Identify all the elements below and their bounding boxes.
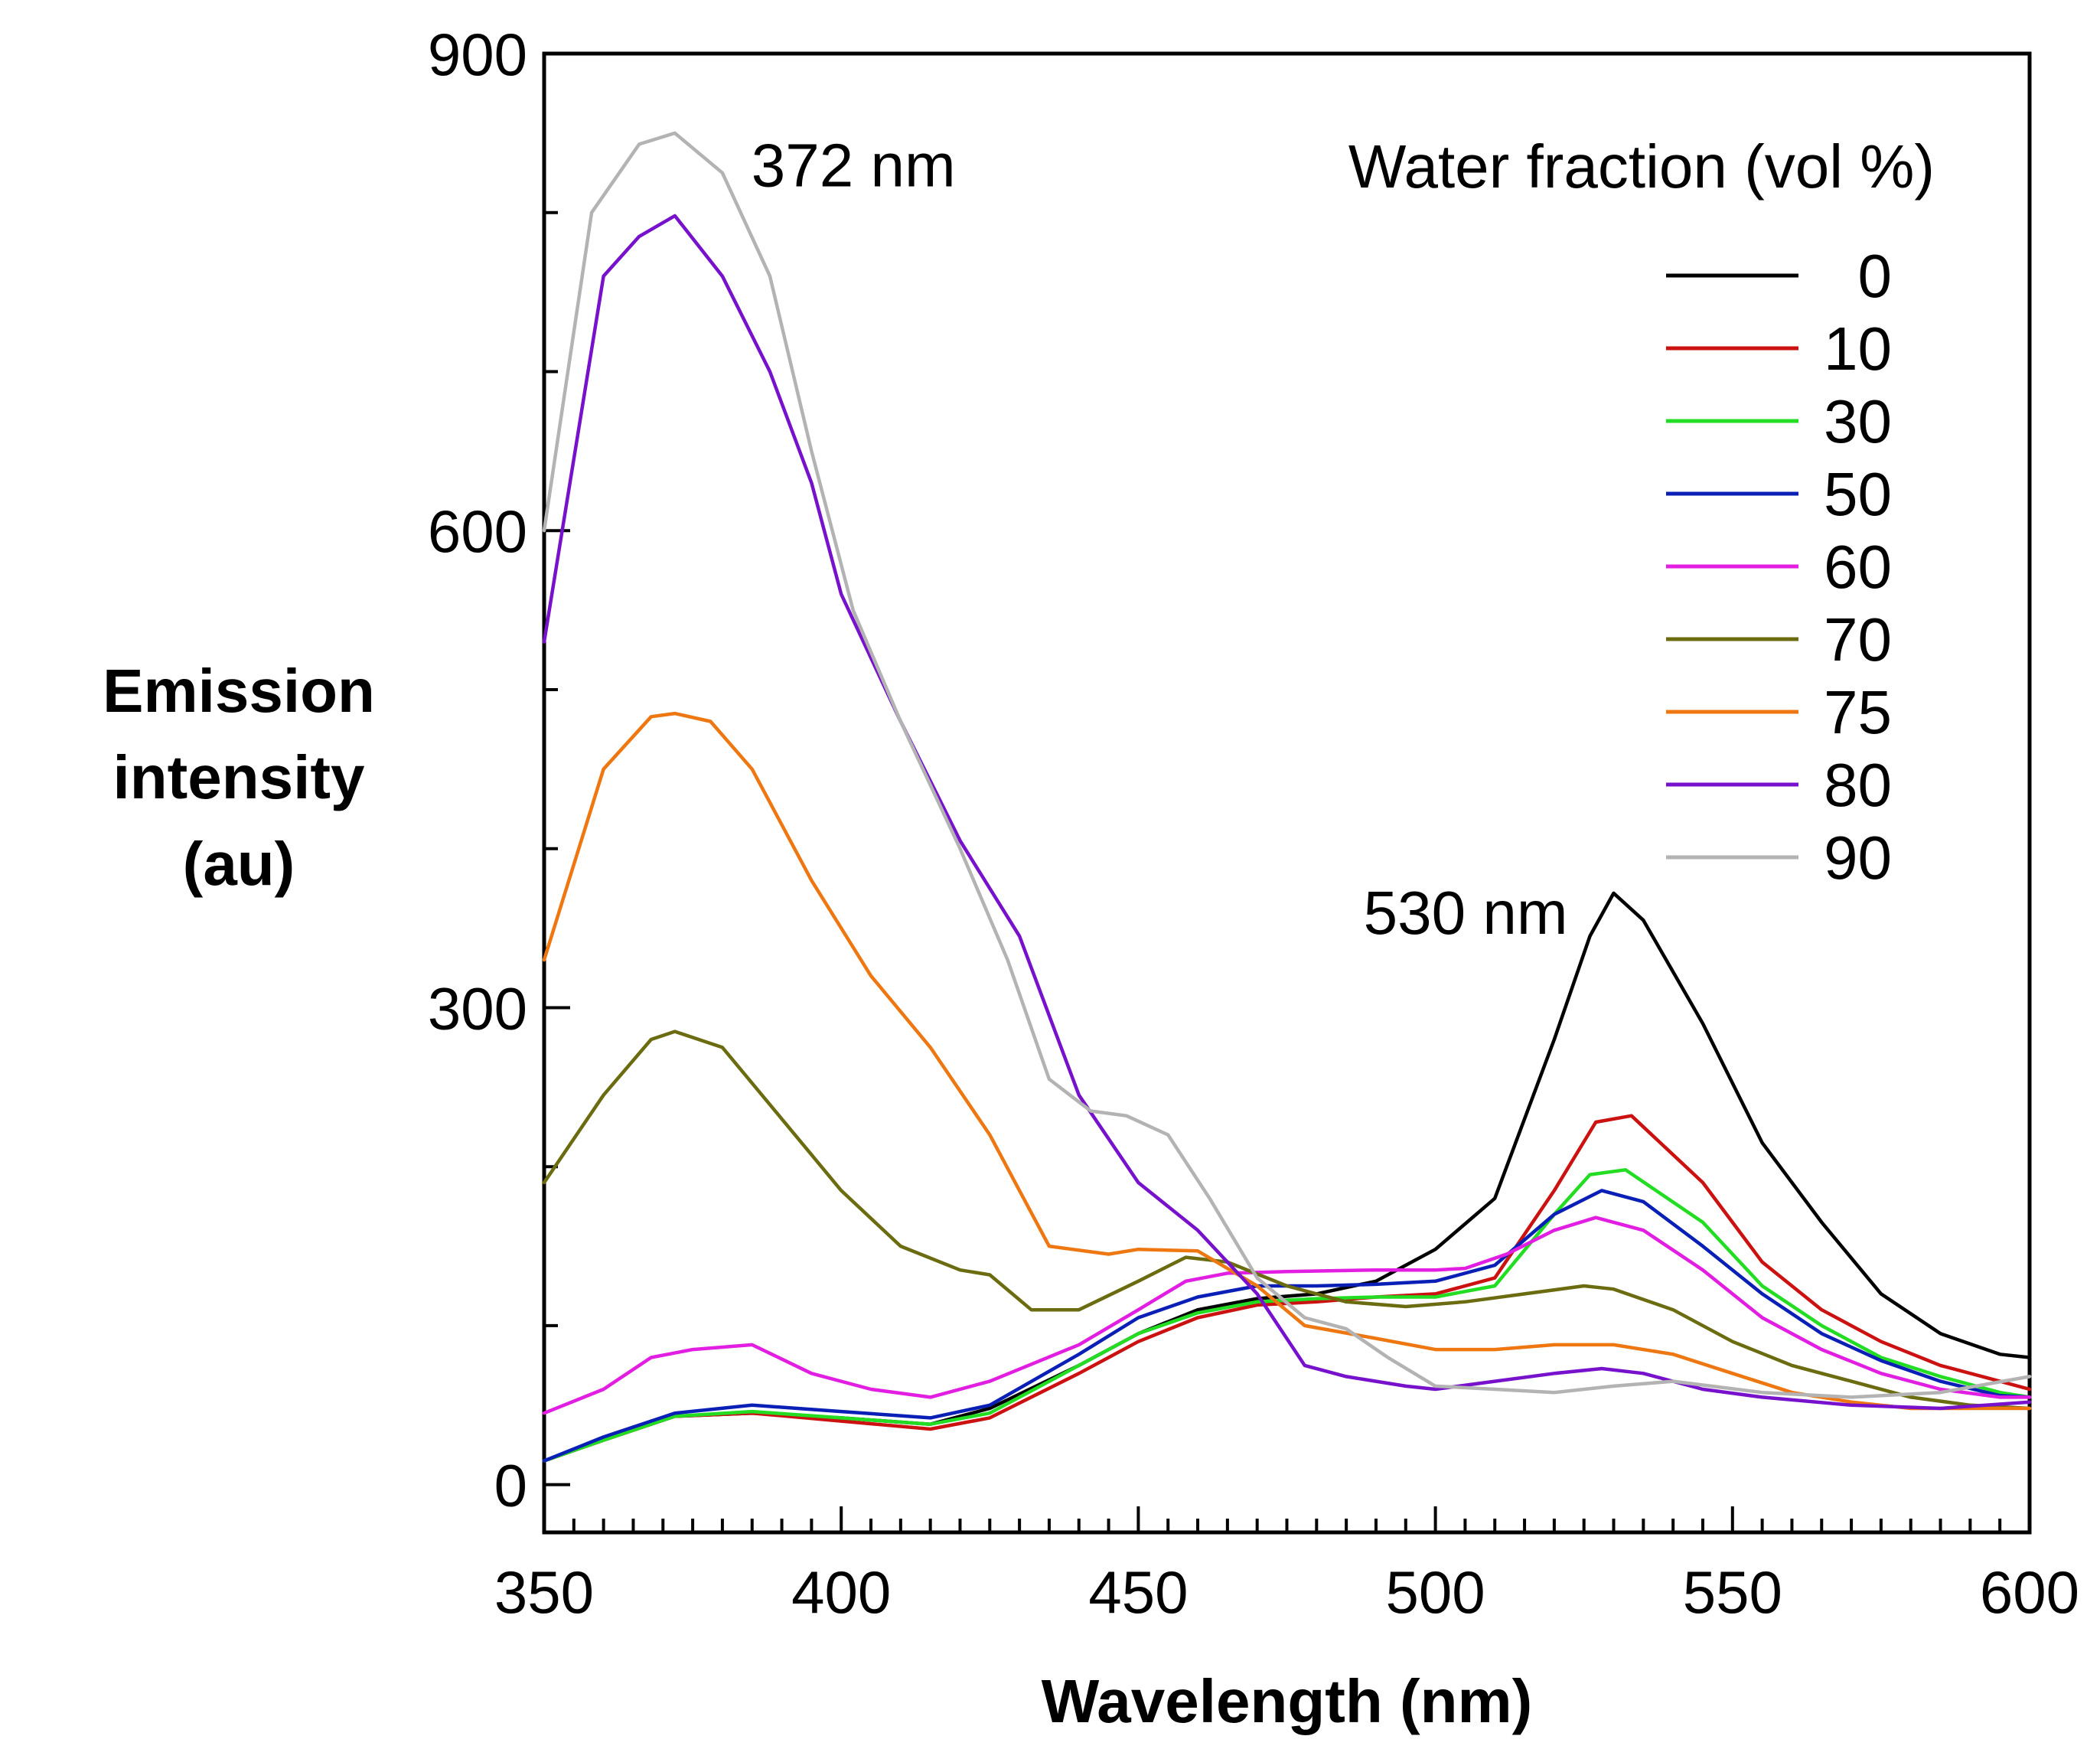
- series-line-0: [542, 891, 2032, 1463]
- series-line-10: [542, 1114, 2032, 1463]
- y-axis-title-line: (au): [183, 830, 295, 898]
- legend-label: 50: [1824, 460, 1892, 528]
- series-line-30: [542, 1168, 2032, 1463]
- legend-label: 60: [1824, 533, 1892, 601]
- y-tick-label: 0: [494, 1452, 527, 1519]
- series-line-60: [542, 1215, 2032, 1415]
- y-tick-label: 600: [428, 498, 527, 565]
- legend-label: 0: [1858, 242, 1893, 310]
- x-tick-label: 550: [1683, 1558, 1782, 1626]
- x-tick-label: 500: [1386, 1558, 1485, 1626]
- legend-label: 70: [1824, 605, 1892, 674]
- peak-annotation: 372 nm: [752, 131, 956, 199]
- axes: [542, 51, 2032, 1535]
- annotations: 372 nm 530 nm: [752, 131, 1568, 946]
- x-tick-label: 400: [791, 1558, 891, 1626]
- series-line-90: [542, 131, 2032, 1399]
- legend-label: 30: [1824, 387, 1892, 455]
- series-line-50: [542, 1189, 2032, 1463]
- x-axis-title: Wavelength (nm): [1042, 1667, 1532, 1735]
- legend-label: 80: [1824, 751, 1892, 819]
- x-tick-label: 450: [1088, 1558, 1188, 1626]
- series-line-75: [542, 711, 2032, 1411]
- y-tick-label: 900: [428, 21, 527, 88]
- legend-label: 10: [1824, 315, 1892, 383]
- y-axis-title-line: Emission: [103, 657, 375, 725]
- y-tick-label: 300: [428, 974, 527, 1042]
- y-axis-title-line: intensity: [113, 743, 365, 811]
- plot-series: [542, 131, 2032, 1463]
- x-tick-label: 600: [1980, 1558, 2079, 1626]
- series-line-80: [542, 214, 2032, 1411]
- peak-annotation: 530 nm: [1364, 879, 1568, 947]
- x-tick-label: 350: [494, 1558, 594, 1626]
- legend-title: Water fraction (vol %): [1348, 132, 1935, 201]
- legend-label: 90: [1824, 824, 1892, 892]
- legend-label: 75: [1824, 678, 1892, 746]
